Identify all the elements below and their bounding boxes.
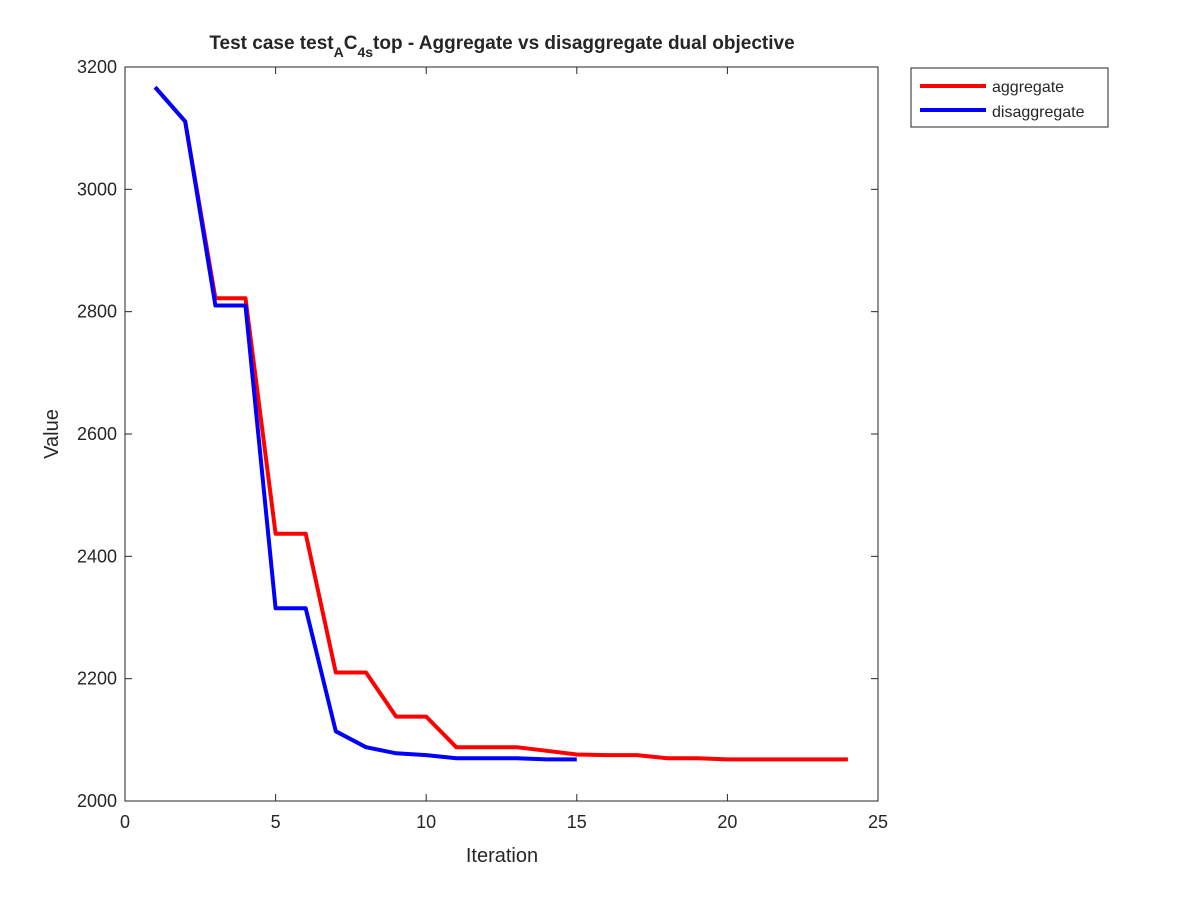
y-axis-ticks: 2000 2200 2400 2600 2800 3000 3200 <box>77 57 878 811</box>
x-tick-label: 20 <box>717 812 737 832</box>
x-axis-label: Iteration <box>466 845 538 867</box>
y-tick-label: 3000 <box>77 179 117 199</box>
series-line-aggregate <box>153 85 848 762</box>
x-tick-label: 5 <box>271 812 281 832</box>
x-tick-label: 10 <box>416 812 436 832</box>
title-part-1: Test case test <box>209 33 334 54</box>
y-tick-label: 2600 <box>77 424 117 444</box>
x-tick-label: 15 <box>567 812 587 832</box>
x-tick-label: 25 <box>868 812 888 832</box>
y-tick-label: 2800 <box>77 302 117 322</box>
title-part-3: top - Aggregate vs disaggregate dual obj… <box>373 33 795 54</box>
title-subscript-2: 4s <box>357 44 373 60</box>
title-part-2: C <box>344 33 358 54</box>
y-axis-label: Value <box>41 409 63 459</box>
legend-label-disaggregate: disaggregate <box>992 104 1085 121</box>
series-line-disaggregate <box>153 85 577 762</box>
title-subscript-1: A <box>334 44 344 60</box>
y-tick-label: 2000 <box>77 791 117 811</box>
plot-area <box>125 67 878 801</box>
x-tick-label: 0 <box>120 812 130 832</box>
legend-box <box>910 67 1109 128</box>
x-axis-ticks: 0 5 10 15 20 25 <box>120 67 888 832</box>
y-tick-label: 2400 <box>77 546 117 566</box>
y-tick-label: 2200 <box>77 669 117 689</box>
legend: aggregate disaggregate <box>910 67 1109 128</box>
chart-title: Test case testAC4stop - Aggregate vs dis… <box>209 33 794 60</box>
y-tick-label: 3200 <box>77 57 117 77</box>
legend-label-aggregate: aggregate <box>992 79 1064 96</box>
series-layer <box>153 85 848 762</box>
